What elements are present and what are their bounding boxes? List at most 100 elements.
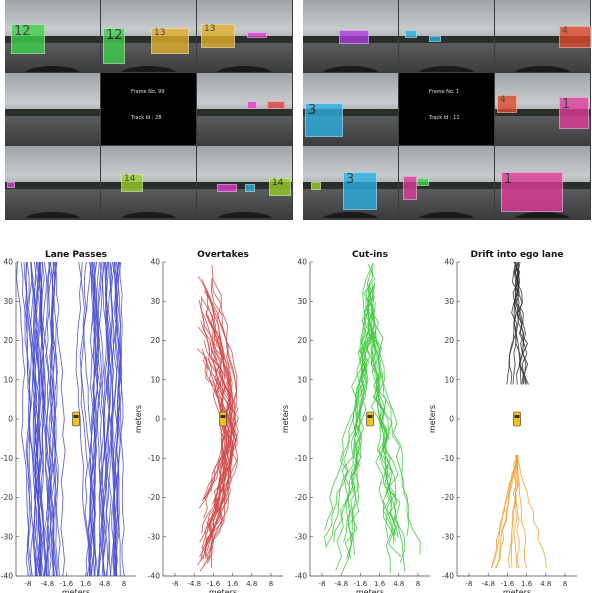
camera-view: [399, 0, 494, 72]
y-tick-label: 30: [297, 297, 307, 306]
trajectory-line: [39, 261, 50, 577]
trajectory-line: [495, 454, 519, 569]
detection-box: 14: [269, 178, 291, 196]
y-tick-label: -10: [442, 454, 454, 463]
detection-box: [405, 30, 417, 38]
y-tick-label: 20: [297, 336, 307, 345]
detection-box: [429, 36, 441, 42]
x-tick-label: -4.8: [187, 580, 201, 588]
detection-box: 1: [559, 97, 589, 129]
x-axis-label: meters: [62, 588, 90, 593]
y-tick-label: -40: [148, 572, 160, 581]
x-tick-label: -1.6: [354, 580, 368, 588]
trajectory-line: [368, 285, 410, 537]
y-tick-label: 20: [150, 336, 160, 345]
y-tick-label: 10: [3, 375, 13, 384]
trajectory-line: [368, 286, 390, 539]
trajectory-line: [206, 358, 234, 564]
frame-number-label: Frame No. 1: [429, 89, 460, 95]
detection-box: 4: [497, 95, 517, 113]
y-tick-label: -40: [295, 572, 307, 581]
detection-box: [247, 32, 267, 38]
trajectory-line: [371, 334, 399, 545]
trajectory-line: [341, 283, 374, 574]
chart-title: Lane Passes: [45, 250, 107, 260]
trajectory-line: [92, 261, 103, 577]
trajectory-line: [202, 305, 233, 500]
y-tick-label: -20: [295, 493, 307, 502]
y-tick-label: 0: [449, 415, 454, 424]
trajectory-plots: -40 -30 -20 -10 0 10 20 30 40 -8 -4.8 -1.6 1.6 4.8 8 La…: [1, 250, 577, 593]
y-tick-label: 40: [444, 258, 454, 267]
x-axis-label: meters: [209, 588, 237, 593]
detection-box: [339, 30, 369, 44]
x-tick-label: 4.8: [99, 580, 110, 588]
camera-grid-left: Frame No. 99 Track Id : 28 12 12 13 13 14 14: [5, 0, 293, 220]
y-tick-label: 40: [297, 258, 307, 267]
trajectory-line: [20, 261, 36, 577]
trajectory-line: [16, 261, 33, 577]
y-tick-label: -20: [1, 493, 13, 502]
trajectory-line: [372, 282, 406, 563]
trajectory-line: [79, 261, 93, 577]
trajectory-line: [513, 261, 525, 385]
trajectory-line: [516, 454, 547, 569]
y-axis-label: meters: [134, 405, 143, 433]
y-tick-label: 10: [297, 375, 307, 384]
detection-box: [311, 182, 321, 190]
y-tick-label: 20: [444, 336, 454, 345]
trajectory-line: [87, 261, 98, 577]
chart-title: Overtakes: [197, 250, 249, 260]
trajectory-line: [515, 261, 527, 385]
x-tick-label: 1.6: [521, 580, 533, 588]
trajectory-line: [210, 306, 239, 535]
trajectory-line: [110, 261, 116, 577]
y-tick-label: 0: [302, 415, 307, 424]
y-axis-label: meters: [281, 405, 290, 433]
x-tick-label: -1.6: [207, 580, 221, 588]
trajectory-line: [29, 261, 41, 577]
track-id-label: Track Id : 28: [131, 115, 162, 121]
camera-view: [197, 0, 292, 72]
ego-vehicle-icon: [219, 411, 227, 427]
x-tick-label: -8: [319, 580, 326, 588]
detection-box: 13: [201, 24, 235, 48]
trajectory-line: [513, 261, 525, 385]
y-tick-label: -10: [1, 454, 13, 463]
trajectory-line: [491, 455, 518, 569]
trajectory-line: [51, 261, 58, 577]
x-tick-label: -8: [172, 580, 179, 588]
trajectory-line: [95, 261, 105, 577]
chart-title: Cut-ins: [352, 250, 388, 260]
x-tick-label: -8: [25, 580, 32, 588]
frame-number-label: Frame No. 99: [131, 89, 165, 95]
detection-box: 3: [305, 103, 343, 137]
trajectory-line: [197, 316, 229, 566]
detection-box: 3: [343, 172, 377, 210]
x-tick-label: 8: [269, 580, 273, 588]
x-tick-label: 1.6: [374, 580, 386, 588]
y-tick-label: -30: [295, 532, 307, 541]
y-tick-label: 30: [150, 297, 160, 306]
y-tick-label: -30: [148, 532, 160, 541]
y-tick-label: 10: [444, 375, 454, 384]
detection-box: [267, 101, 285, 109]
x-tick-label: 4.8: [246, 580, 257, 588]
x-tick-label: 1.6: [227, 580, 239, 588]
x-tick-label: 8: [563, 580, 567, 588]
x-tick-label: 4.8: [540, 580, 551, 588]
trajectory-line: [89, 261, 96, 577]
y-tick-label: 0: [155, 415, 160, 424]
y-tick-label: -30: [442, 532, 454, 541]
y-tick-label: -30: [1, 532, 13, 541]
camera-grid-right: Frame No. 1 Track Id : 11 4 3 4 1 3 1: [303, 0, 591, 220]
detection-box: 13: [151, 28, 189, 54]
y-tick-label: 10: [150, 375, 160, 384]
x-tick-label: -4.8: [334, 580, 348, 588]
trajectory-line: [506, 261, 520, 385]
trajectory-line: [201, 279, 232, 502]
trajectory-line: [515, 455, 520, 569]
x-tick-label: -4.8: [40, 580, 54, 588]
x-tick-label: 4.8: [393, 580, 404, 588]
x-tick-label: 1.6: [80, 580, 92, 588]
